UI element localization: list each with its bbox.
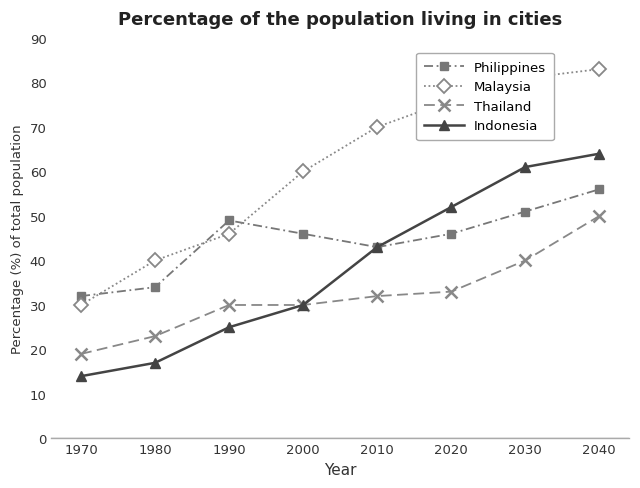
Thailand: [595, 214, 603, 220]
Indonesia: [522, 165, 529, 171]
Legend: Philippines, Malaysia, Thailand, Indonesia: Philippines, Malaysia, Thailand, Indones…: [416, 54, 554, 141]
Indonesia: [225, 325, 233, 330]
Indonesia: [595, 151, 603, 157]
Indonesia: [151, 360, 159, 366]
Line: Indonesia: Indonesia: [76, 149, 604, 381]
Malaysia: [151, 258, 159, 264]
Indonesia: [373, 244, 381, 250]
Indonesia: [77, 373, 85, 379]
Philippines: [522, 209, 529, 215]
Philippines: [77, 294, 85, 300]
Malaysia: [300, 169, 307, 175]
Indonesia: [300, 303, 307, 308]
Philippines: [373, 244, 381, 250]
Malaysia: [447, 98, 455, 104]
Line: Philippines: Philippines: [77, 186, 604, 301]
Y-axis label: Percentage (%) of total population: Percentage (%) of total population: [11, 124, 24, 353]
X-axis label: Year: Year: [324, 462, 356, 477]
Malaysia: [595, 67, 603, 73]
Malaysia: [77, 303, 85, 308]
Thailand: [447, 289, 455, 295]
Philippines: [225, 218, 233, 224]
Thailand: [522, 258, 529, 264]
Title: Percentage of the population living in cities: Percentage of the population living in c…: [118, 11, 563, 29]
Line: Thailand: Thailand: [76, 211, 605, 360]
Thailand: [373, 294, 381, 300]
Thailand: [151, 333, 159, 339]
Thailand: [225, 303, 233, 308]
Thailand: [300, 303, 307, 308]
Indonesia: [447, 205, 455, 211]
Philippines: [151, 285, 159, 290]
Philippines: [300, 231, 307, 237]
Malaysia: [373, 125, 381, 131]
Line: Malaysia: Malaysia: [76, 65, 604, 310]
Philippines: [595, 187, 603, 193]
Thailand: [77, 351, 85, 357]
Malaysia: [225, 231, 233, 237]
Philippines: [447, 231, 455, 237]
Malaysia: [522, 76, 529, 82]
